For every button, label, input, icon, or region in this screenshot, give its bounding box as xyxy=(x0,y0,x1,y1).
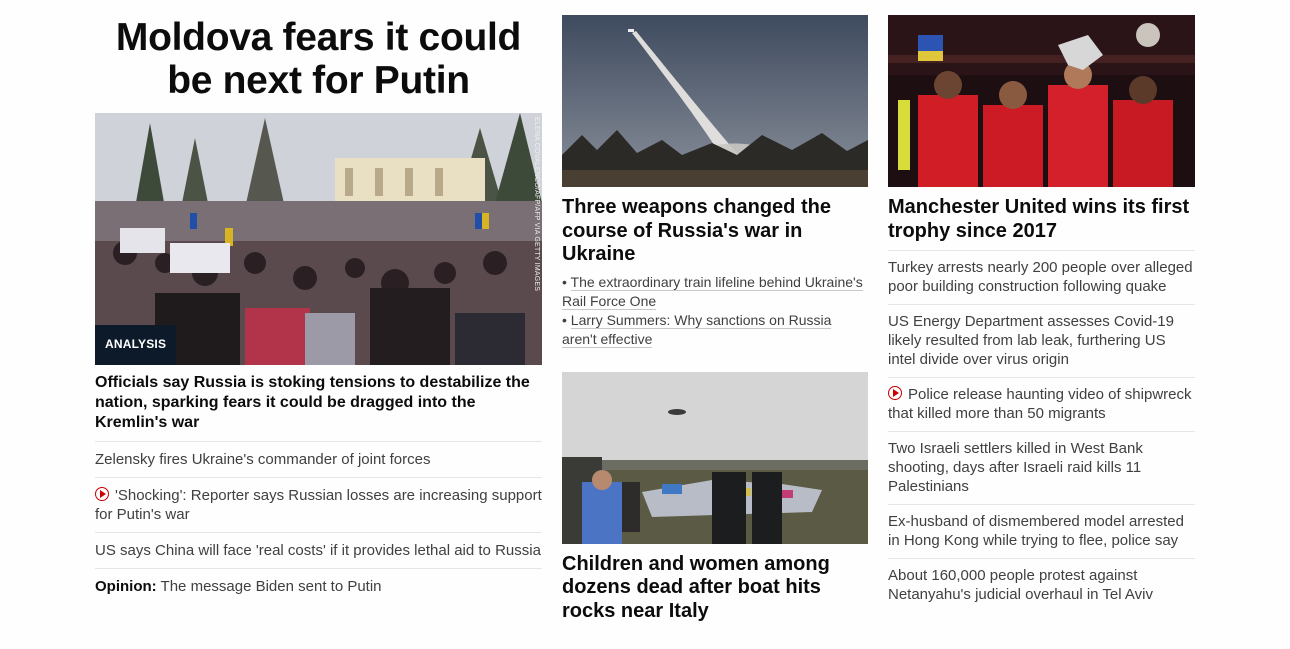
list-item-text: Police release haunting video of shipwre… xyxy=(888,386,1192,422)
headline-list: Turkey arrests nearly 200 people over al… xyxy=(888,250,1195,612)
bullet: • xyxy=(562,311,571,328)
protest-crowd-photo xyxy=(95,113,542,365)
list-item-text: 'Shocking': Reporter says Russian losses… xyxy=(95,487,542,523)
play-circle-icon xyxy=(888,386,902,400)
list-item-link[interactable]: Ex-husband of dismembered model arrested… xyxy=(888,504,1195,558)
manchester-united-image[interactable] xyxy=(888,15,1195,187)
list-item-video-link[interactable]: Police release haunting video of shipwre… xyxy=(888,377,1195,431)
list-item-text: About 160,000 people protest against Net… xyxy=(888,567,1153,603)
list-item-link[interactable]: Turkey arrests nearly 200 people over al… xyxy=(888,250,1195,304)
lead-story-image[interactable]: ANALYSIS ELENA COVALENCO/AFP/AFP VIA GET… xyxy=(95,113,542,365)
lead-story-column: Moldova fears it could be next for Putin xyxy=(95,14,542,604)
list-item-text: Two Israeli settlers killed in West Bank… xyxy=(888,440,1143,495)
list-item-link[interactable]: US Energy Department assesses Covid-19 l… xyxy=(888,304,1195,377)
list-item-text: Zelensky fires Ukraine's commander of jo… xyxy=(95,451,431,468)
photo-credit: ELENA COVALENCO/AFP/AFP VIA GETTY IMAGES xyxy=(533,117,540,292)
opinion-text: The message Biden sent to Putin xyxy=(156,578,382,595)
list-item-link[interactable]: About 160,000 people protest against Net… xyxy=(888,558,1195,612)
play-circle-icon xyxy=(95,487,109,501)
right-column: Manchester United wins its first trophy … xyxy=(888,15,1195,612)
analysis-badge: ANALYSIS xyxy=(95,325,177,365)
opinion-link[interactable]: Opinion: The message Biden sent to Putin xyxy=(95,568,542,604)
story-headline[interactable]: Children and women among dozens dead aft… xyxy=(562,552,830,622)
related-link[interactable]: • Larry Summers: Why sanctions on Russia… xyxy=(562,311,868,349)
opinion-label: Opinion: xyxy=(95,578,157,595)
rocket-launch-photo xyxy=(562,15,868,187)
list-item-text: Ex-husband of dismembered model arrested… xyxy=(888,513,1184,549)
middle-column: Three weapons changed the course of Russ… xyxy=(562,15,868,623)
lead-headline[interactable]: Moldova fears it could be next for Putin xyxy=(115,16,522,102)
list-item-text: US says China will face 'real costs' if … xyxy=(95,542,541,559)
related-link[interactable]: • The extraordinary train lifeline behin… xyxy=(562,273,868,311)
story-headline[interactable]: Manchester United wins its first trophy … xyxy=(888,196,1190,242)
list-item-link[interactable]: Zelensky fires Ukraine's commander of jo… xyxy=(95,441,542,477)
story-headline[interactable]: Three weapons changed the course of Russ… xyxy=(562,196,831,265)
shipwreck-image[interactable] xyxy=(562,371,868,544)
lead-summary-link[interactable]: Officials say Russia is stoking tensions… xyxy=(95,374,530,431)
list-item-link[interactable]: US says China will face 'real costs' if … xyxy=(95,532,542,568)
related-links: • The extraordinary train lifeline behin… xyxy=(562,273,868,349)
beach-rescue-photo xyxy=(562,371,868,544)
bullet: • xyxy=(562,273,571,290)
list-item-text: US Energy Department assesses Covid-19 l… xyxy=(888,313,1174,368)
trophy-celebration-photo xyxy=(888,15,1195,187)
list-item-video-link[interactable]: 'Shocking': Reporter says Russian losses… xyxy=(95,477,542,532)
missile-launch-image[interactable] xyxy=(562,15,868,187)
related-link-text: Larry Summers: Why sanctions on Russia a… xyxy=(562,311,832,348)
list-item-text: Turkey arrests nearly 200 people over al… xyxy=(888,259,1193,295)
list-item-link[interactable]: Two Israeli settlers killed in West Bank… xyxy=(888,431,1195,504)
related-link-text: The extraordinary train lifeline behind … xyxy=(562,273,863,310)
